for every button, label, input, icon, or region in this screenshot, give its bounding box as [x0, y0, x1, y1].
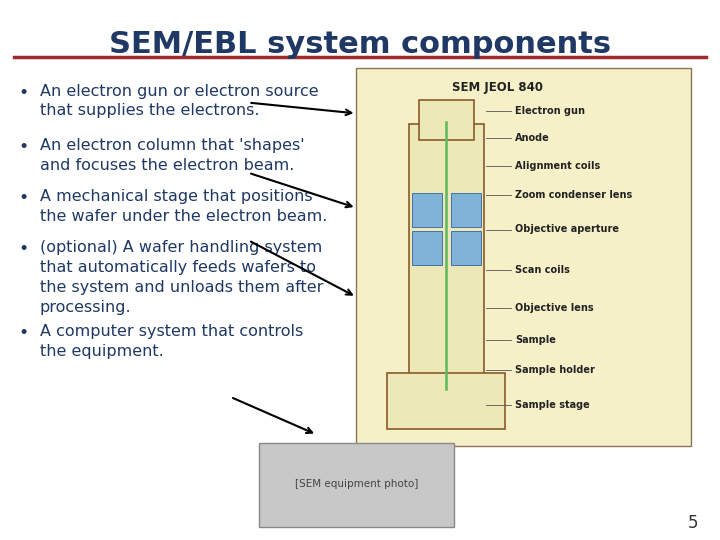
- Text: (optional) A wafer handling system
that automatically feeds wafers to
the system: (optional) A wafer handling system that …: [40, 240, 323, 315]
- Text: Anode: Anode: [515, 133, 549, 143]
- Text: •: •: [18, 240, 28, 258]
- FancyBboxPatch shape: [419, 100, 474, 140]
- Text: Scan coils: Scan coils: [515, 265, 570, 275]
- Text: Objective lens: Objective lens: [515, 303, 593, 313]
- Text: Alignment coils: Alignment coils: [515, 161, 600, 171]
- Text: •: •: [18, 138, 28, 156]
- FancyBboxPatch shape: [451, 231, 481, 265]
- Text: •: •: [18, 324, 28, 342]
- Text: Objective aperture: Objective aperture: [515, 225, 618, 234]
- Text: Sample holder: Sample holder: [515, 365, 595, 375]
- Text: •: •: [18, 84, 28, 102]
- FancyBboxPatch shape: [356, 68, 691, 446]
- FancyBboxPatch shape: [387, 373, 505, 429]
- Text: 5: 5: [688, 514, 698, 532]
- Text: [SEM equipment photo]: [SEM equipment photo]: [294, 480, 418, 489]
- FancyBboxPatch shape: [259, 443, 454, 526]
- Text: Zoom condenser lens: Zoom condenser lens: [515, 191, 632, 200]
- Text: A computer system that controls
the equipment.: A computer system that controls the equi…: [40, 324, 303, 359]
- Text: A mechanical stage that positions
the wafer under the electron beam.: A mechanical stage that positions the wa…: [40, 189, 327, 224]
- FancyBboxPatch shape: [412, 193, 442, 227]
- FancyBboxPatch shape: [451, 193, 481, 227]
- Text: Electron gun: Electron gun: [515, 106, 585, 116]
- FancyBboxPatch shape: [412, 231, 442, 265]
- FancyBboxPatch shape: [409, 124, 484, 397]
- Text: Sample: Sample: [515, 335, 556, 345]
- Text: An electron gun or electron source
that supplies the electrons.: An electron gun or electron source that …: [40, 84, 318, 118]
- Text: An electron column that 'shapes'
and focuses the electron beam.: An electron column that 'shapes' and foc…: [40, 138, 305, 172]
- Text: Sample stage: Sample stage: [515, 400, 590, 410]
- Text: SEM/EBL system components: SEM/EBL system components: [109, 30, 611, 59]
- Text: •: •: [18, 189, 28, 207]
- Text: SEM JEOL 840: SEM JEOL 840: [451, 81, 542, 94]
